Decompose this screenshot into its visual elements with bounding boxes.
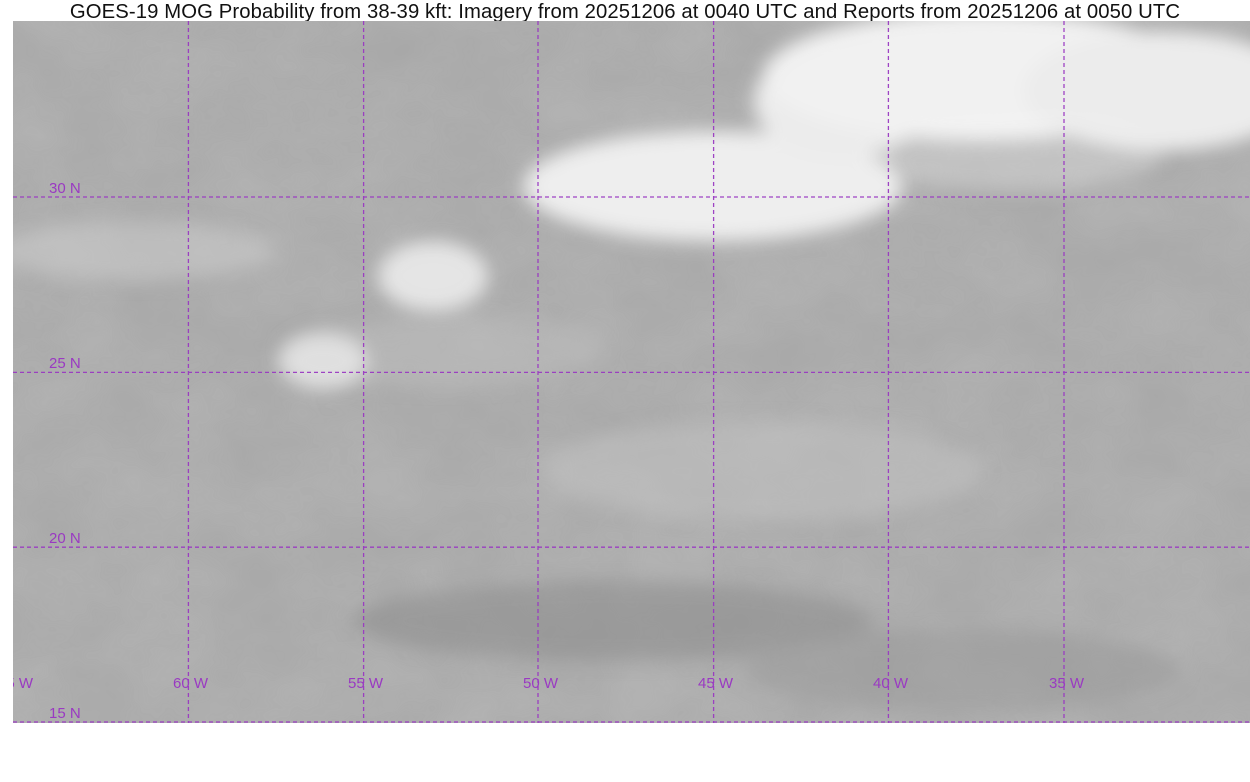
svg-text:15 N: 15 N — [49, 705, 81, 722]
svg-text:55 W: 55 W — [348, 675, 384, 692]
svg-text:30 N: 30 N — [49, 180, 81, 197]
svg-text:40 W: 40 W — [873, 675, 909, 692]
svg-text:35 W: 35 W — [1049, 675, 1085, 692]
svg-text:20 N: 20 N — [49, 530, 81, 547]
svg-text:65 W: 65 W — [13, 675, 34, 692]
svg-text:25 N: 25 N — [49, 355, 81, 372]
svg-text:60 W: 60 W — [173, 675, 209, 692]
svg-text:45 W: 45 W — [698, 675, 734, 692]
svg-text:50 W: 50 W — [523, 675, 559, 692]
